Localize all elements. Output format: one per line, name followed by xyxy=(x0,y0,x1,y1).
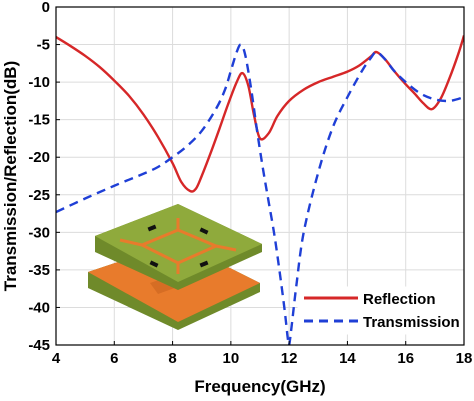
series-line-reflection xyxy=(56,35,464,193)
y-tick-label: -10 xyxy=(28,74,50,91)
legend-box xyxy=(297,286,465,335)
plot-frame xyxy=(55,6,465,346)
y-tick-label: -25 xyxy=(28,187,50,204)
x-tick-label: 6 xyxy=(110,350,118,367)
series-line-transmission xyxy=(56,43,464,345)
x-tick-label: 8 xyxy=(168,350,176,367)
y-tick-label: 0 xyxy=(42,0,50,16)
y-tick-label: -30 xyxy=(28,224,50,241)
y-tick-label: -45 xyxy=(28,337,50,354)
series-layer xyxy=(56,35,464,345)
y-tick-label: -15 xyxy=(28,112,50,129)
x-tick-label: 12 xyxy=(281,350,298,367)
legend: Reflection Transmission xyxy=(297,286,465,335)
x-tick-label: 16 xyxy=(397,350,414,367)
y-tick-label: -40 xyxy=(28,299,50,316)
x-tick-label: 14 xyxy=(339,350,356,367)
x-axis-label: Frequency(GHz) xyxy=(194,377,325,396)
y-tick-label: -35 xyxy=(28,262,50,279)
x-tick-label: 18 xyxy=(456,350,473,367)
legend-transmission-label: Transmission xyxy=(363,314,460,331)
y-tick-label: -20 xyxy=(28,149,50,166)
legend-reflection-label: Reflection xyxy=(363,291,436,308)
y-tick-label: -5 xyxy=(37,37,50,54)
metasurface-unit-cell-illustration xyxy=(88,204,262,330)
x-tick-label: 4 xyxy=(52,350,61,367)
x-tick-label: 10 xyxy=(223,350,240,367)
axis-ticks: 4 6 8 10 12 14 16 18 0 -5 -10 -15 -20 -25 -30 -35 -40 -45 xyxy=(28,0,472,367)
top-green-layer xyxy=(95,204,262,282)
y-axis-label: Transmission/Reflection(dB) xyxy=(1,61,20,291)
